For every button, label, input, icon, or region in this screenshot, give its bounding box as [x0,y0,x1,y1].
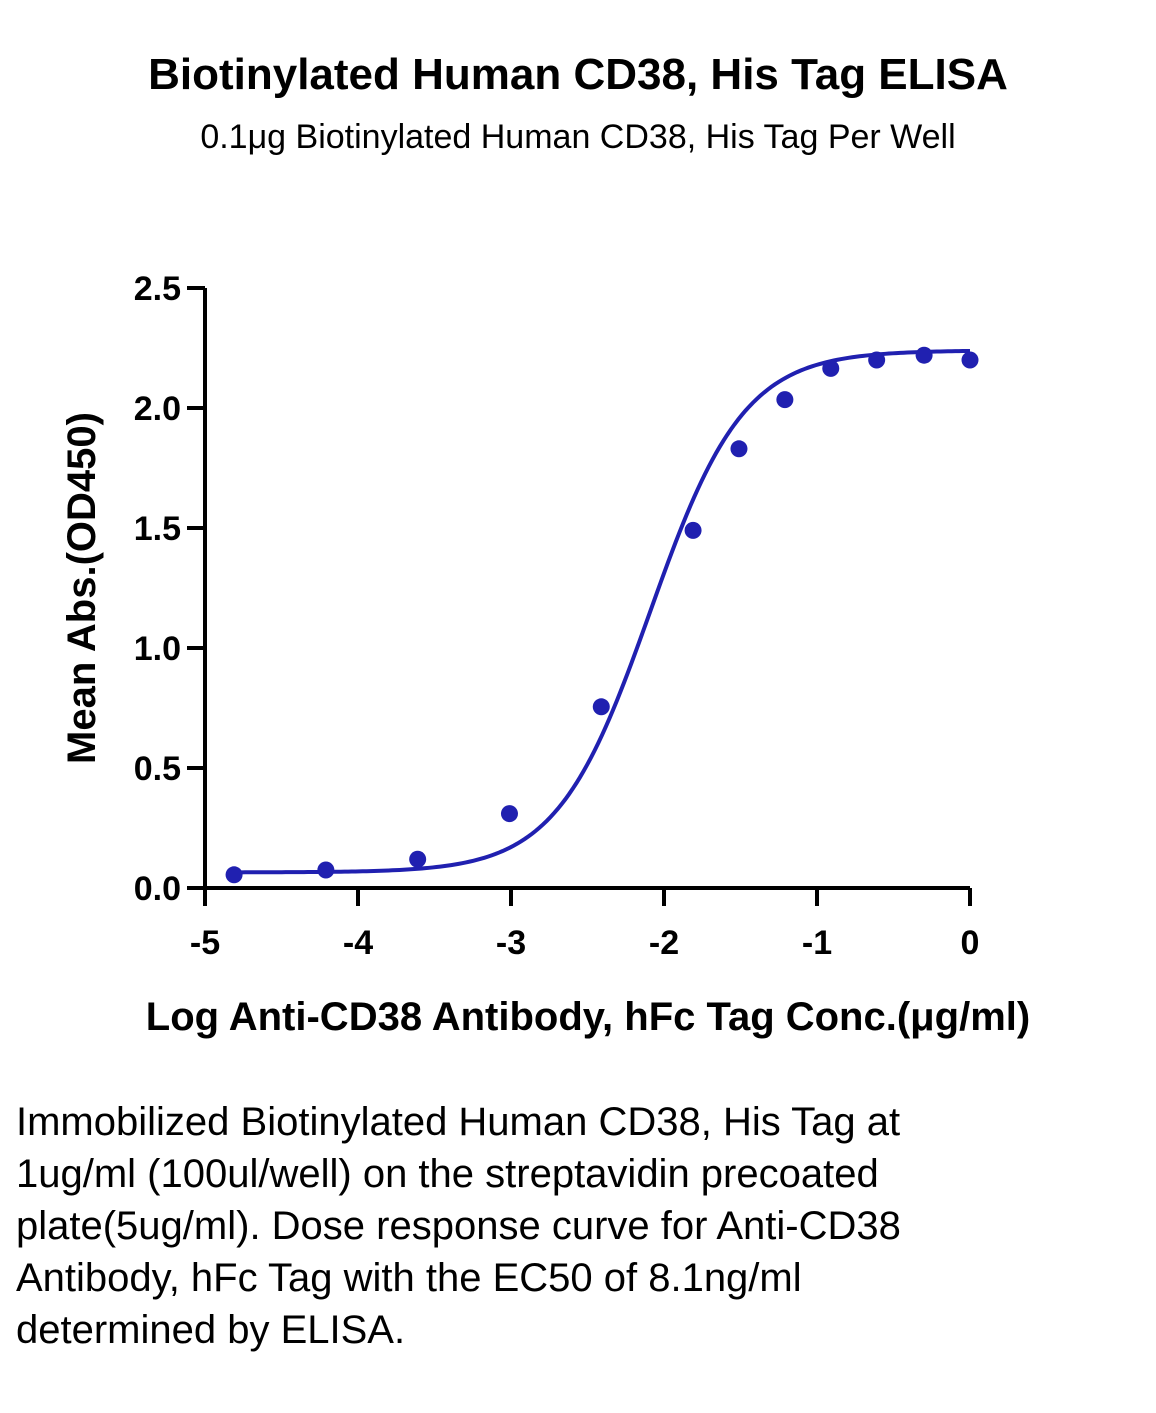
data-point [225,866,243,884]
data-point [317,861,335,879]
y-axis: 0.0 0.5 1.0 1.5 2.0 2.5 [134,270,207,908]
data-point [409,850,427,868]
x-axis-title: Log Anti-CD38 Antibody, hFc Tag Conc.(μg… [146,995,1030,1039]
y-tick-label: 1.5 [134,510,181,548]
y-axis-title: Mean Abs.(OD450) [60,412,104,764]
data-points-layer [225,346,979,884]
x-tick-label: -2 [649,924,679,962]
y-tick-label: 0.5 [134,750,181,788]
y-tick-label: 1.0 [134,630,181,668]
figure-caption: Immobilized Biotinylated Human CD38, His… [16,1100,901,1352]
y-tick-label: 0.0 [134,870,181,908]
data-point [730,440,748,458]
chart-title: Biotinylated Human CD38, His Tag ELISA [148,50,1008,99]
data-point [868,351,886,369]
chart-subtitle: 0.1μg Biotinylated Human CD38, His Tag P… [200,118,956,156]
x-tick-label: 0 [961,924,980,962]
y-tick-label: 2.5 [134,270,181,308]
data-point [961,351,979,369]
x-tick-label: -4 [343,924,373,962]
y-tick-label: 2.0 [134,390,181,428]
data-point [776,391,794,409]
fit-curve [234,348,971,875]
x-axis: -5 -4 -3 -2 -1 0 [190,886,980,962]
x-tick-label: -5 [190,924,220,962]
data-point [500,805,518,823]
data-point [592,698,610,716]
x-tick-label: -3 [496,924,526,962]
data-point [822,359,840,377]
chart-plot: 0.0 0.5 1.0 1.5 2.0 2.5 -5 -4 -3 -2 -1 0 Mean Abs.… [60,270,1030,1039]
data-point [915,346,933,364]
data-point [684,521,702,539]
fit-curve-layer [234,348,971,875]
x-tick-label: -1 [802,924,832,962]
